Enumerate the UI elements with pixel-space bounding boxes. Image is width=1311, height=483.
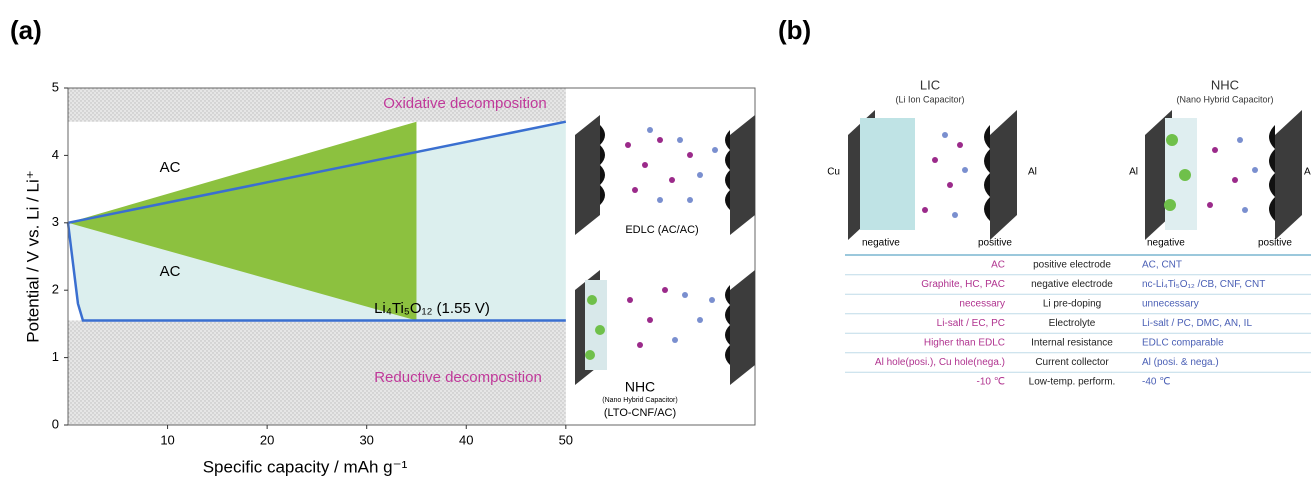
cell: positive electrode — [1033, 260, 1111, 271]
cell: Higher than EDLC — [924, 338, 1005, 349]
inset-label: NHC — [625, 379, 655, 395]
cell: AC, CNT — [1142, 260, 1182, 271]
cell: Al hole(posi.), Cu hole(nega.) — [875, 357, 1005, 368]
cell: Li-salt / EC, PC — [937, 318, 1005, 329]
edlc-inset: EDLC (AC/AC) NHC (Nano Hybrid Capacitor)… — [575, 115, 755, 419]
x-tick-label: 30 — [359, 432, 373, 447]
label: negative — [1147, 238, 1185, 249]
cell: EDLC comparable — [1142, 338, 1224, 349]
label: Al — [1028, 167, 1037, 178]
y-axis-label: Potential / V vs. Li / Li⁺ — [23, 170, 42, 342]
y-tick-label: 0 — [52, 416, 59, 431]
cell: Internal resistance — [1031, 338, 1113, 349]
x-tick-label: 40 — [459, 432, 473, 447]
cell: unnecessary — [1142, 299, 1199, 310]
cell: Al (posi. & nega.) — [1142, 357, 1219, 368]
nhc-schematic: NHC (Nano Hybrid Capacitor) Al A negativ… — [1129, 77, 1311, 248]
panel-label: (b) — [778, 15, 811, 45]
label: Cu — [827, 167, 840, 178]
subheading: (Nano Hybrid Capacitor) — [1176, 94, 1273, 104]
inset-label: EDLC (AC/AC) — [625, 224, 698, 236]
y-tick-label: 5 — [52, 79, 59, 94]
cell: necessary — [959, 299, 1005, 310]
cell: AC — [991, 260, 1005, 271]
y-tick-label: 3 — [52, 214, 59, 229]
y-tick-label: 2 — [52, 282, 59, 297]
annotation: AC — [160, 263, 181, 280]
x-tick-label: 50 — [559, 432, 573, 447]
cell: Li pre-doping — [1043, 299, 1101, 310]
annotation: AC — [160, 159, 181, 176]
cell: negative electrode — [1031, 279, 1113, 290]
annotation: Reductive decomposition — [374, 369, 542, 386]
cell: nc-Li₄Ti₅O₁₂ /CB, CNF, CNT — [1142, 279, 1265, 290]
label: A — [1304, 167, 1311, 178]
subheading: (Li Ion Capacitor) — [895, 94, 964, 104]
label: positive — [1258, 238, 1292, 249]
label: negative — [862, 238, 900, 249]
panel-label: (a) — [10, 15, 42, 45]
y-tick-label: 1 — [52, 349, 59, 364]
cell: -10 ℃ — [977, 377, 1005, 388]
label: positive — [978, 238, 1012, 249]
decomposition-region — [68, 88, 566, 122]
x-tick-label: 10 — [160, 432, 174, 447]
cell: Li-salt / PC, DMC, AN, IL — [1142, 318, 1252, 329]
cell: Electrolyte — [1049, 318, 1096, 329]
annotation: Li₄Ti₅O₁₂ (1.55 V) — [374, 300, 490, 317]
inset-label: (Nano Hybrid Capacitor) — [602, 397, 677, 404]
annotation: Oxidative decomposition — [383, 95, 546, 112]
y-tick-label: 4 — [52, 147, 59, 162]
potential-line — [66, 222, 566, 322]
heading: NHC — [1211, 77, 1239, 92]
potential-line — [67, 120, 567, 225]
cell: -40 ℃ — [1142, 377, 1170, 388]
heading: LIC — [920, 77, 940, 92]
cell: Graphite, HC, PAC — [921, 279, 1005, 290]
cell: Current collector — [1035, 357, 1109, 368]
cell: Low-temp. perform. — [1029, 377, 1116, 388]
lic-schematic: LIC (Li Ion Capacitor) Cu Al negative po… — [827, 77, 1037, 248]
label: Al — [1129, 167, 1138, 178]
inset-label: (LTO-CNF/AC) — [604, 407, 676, 419]
x-axis-label: Specific capacity / mAh g⁻¹ — [203, 457, 408, 476]
comparison-table: AC positive electrode AC, CNT Graphite, HC,… — [845, 254, 1311, 388]
x-tick-label: 20 — [260, 432, 274, 447]
capacity-wedge — [68, 121, 417, 321]
plot-frame — [67, 87, 756, 426]
decomposition-region — [68, 320, 566, 425]
